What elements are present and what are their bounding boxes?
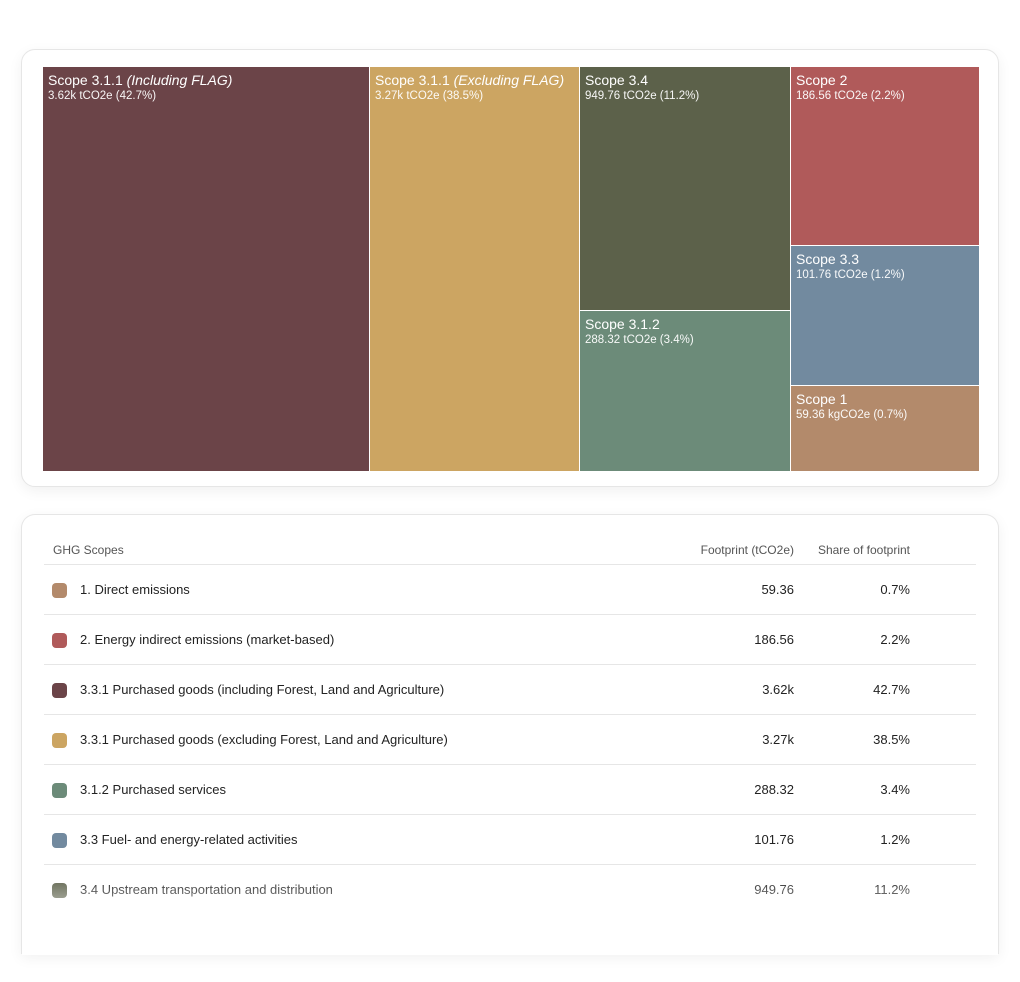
row-footprint: 3.27k — [762, 732, 794, 747]
color-swatch — [52, 583, 67, 598]
tile-value: 101.76 tCO2e (1.2%) — [796, 269, 905, 281]
tile-label: Scope 3.1.1 — [48, 72, 123, 88]
row-share: 0.7% — [880, 582, 910, 597]
treemap-chart: Scope 3.1.1 (Including FLAG) 3.62k tCO2e… — [42, 66, 980, 472]
tile-title: Scope 3.1.2 — [585, 316, 785, 333]
tile-label: Scope 3.4 — [585, 72, 649, 88]
row-name: 3.4 Upstream transportation and distribu… — [80, 882, 333, 897]
table-row[interactable]: 2. Energy indirect emissions (market-bas… — [44, 615, 976, 665]
tile-qualifier: (Including FLAG) — [126, 72, 233, 88]
tile-title: Scope 1 — [796, 391, 974, 408]
tile-scope-3-1-1-including-flag[interactable]: Scope 3.1.1 (Including FLAG) 3.62k tCO2e… — [42, 66, 370, 472]
row-name: 3.1.2 Purchased services — [80, 782, 226, 797]
row-footprint: 186.56 — [754, 632, 794, 647]
header-footprint[interactable]: Footprint (tCO2e) — [700, 543, 794, 557]
table-row[interactable]: 3.3.1 Purchased goods (excluding Forest,… — [44, 715, 976, 765]
tile-label: Scope 3.3 — [796, 251, 860, 267]
tile-value: 949.76 tCO2e (11.2%) — [585, 90, 700, 102]
tile-value: 186.56 tCO2e (2.2%) — [796, 90, 905, 102]
tile-title: Scope 3.4 — [585, 72, 785, 89]
row-share: 38.5% — [873, 732, 910, 747]
row-footprint: 101.76 — [754, 832, 794, 847]
table-row[interactable]: 1. Direct emissions 59.36 0.7% — [44, 565, 976, 615]
row-share: 2.2% — [880, 632, 910, 647]
row-share: 3.4% — [880, 782, 910, 797]
tile-scope-3-1-2[interactable]: Scope 3.1.2 288.32 tCO2e (3.4%) — [579, 310, 791, 472]
color-swatch — [52, 633, 67, 648]
tile-title: Scope 2 — [796, 72, 974, 89]
table-header: GHG Scopes Footprint (tCO2e) Share of fo… — [44, 535, 976, 565]
tile-label: Scope 2 — [796, 72, 848, 88]
tile-title: Scope 3.1.1 (Excluding FLAG) — [375, 72, 574, 89]
tile-label: Scope 3.1.1 — [375, 72, 450, 88]
scopes-table-card: GHG Scopes Footprint (tCO2e) Share of fo… — [21, 514, 999, 955]
tile-scope-3-4[interactable]: Scope 3.4 949.76 tCO2e (11.2%) — [579, 66, 791, 311]
color-swatch — [52, 683, 67, 698]
row-footprint: 3.62k — [762, 682, 794, 697]
row-share: 42.7% — [873, 682, 910, 697]
tile-title: Scope 3.1.1 (Including FLAG) — [48, 72, 364, 89]
table-row[interactable]: 3.4 Upstream transportation and distribu… — [44, 865, 976, 915]
tile-value: 288.32 tCO2e (3.4%) — [585, 334, 694, 346]
header-ghg-scopes[interactable]: GHG Scopes — [53, 543, 124, 557]
tile-value: 59.36 kgCO2e (0.7%) — [796, 409, 908, 421]
tile-value: 3.27k tCO2e (38.5%) — [375, 90, 484, 102]
tile-scope-1[interactable]: Scope 1 59.36 kgCO2e (0.7%) — [790, 385, 980, 472]
row-name: 1. Direct emissions — [80, 582, 190, 597]
color-swatch — [52, 833, 67, 848]
header-share[interactable]: Share of footprint — [817, 543, 910, 557]
row-share: 1.2% — [880, 832, 910, 847]
color-swatch — [52, 733, 67, 748]
row-share: 11.2% — [874, 882, 910, 897]
row-footprint: 949.76 — [754, 882, 794, 897]
table-row[interactable]: 3.3.1 Purchased goods (including Forest,… — [44, 665, 976, 715]
tile-scope-3-3[interactable]: Scope 3.3 101.76 tCO2e (1.2%) — [790, 245, 980, 386]
tile-qualifier: (Excluding FLAG) — [453, 72, 565, 88]
row-name: 3.3.1 Purchased goods (excluding Forest,… — [80, 732, 448, 747]
tile-label: Scope 1 — [796, 391, 848, 407]
table-row[interactable]: 3.1.2 Purchased services 288.32 3.4% — [44, 765, 976, 815]
row-name: 3.3.1 Purchased goods (including Forest,… — [80, 682, 445, 697]
tile-scope-3-1-1-excluding-flag[interactable]: Scope 3.1.1 (Excluding FLAG) 3.27k tCO2e… — [369, 66, 580, 472]
row-name: 2. Energy indirect emissions (market-bas… — [80, 632, 335, 647]
row-footprint: 59.36 — [761, 582, 794, 597]
color-swatch — [52, 783, 67, 798]
row-footprint: 288.32 — [754, 782, 794, 797]
row-name: 3.3 Fuel- and energy-related activities — [80, 832, 298, 847]
tile-title: Scope 3.3 — [796, 251, 974, 268]
tile-value: 3.62k tCO2e (42.7%) — [48, 90, 157, 102]
treemap-card: Scope 3.1.1 (Including FLAG) 3.62k tCO2e… — [21, 49, 999, 487]
tile-scope-2[interactable]: Scope 2 186.56 tCO2e (2.2%) — [790, 66, 980, 246]
tile-label: Scope 3.1.2 — [585, 316, 660, 332]
table-row[interactable]: 3.3 Fuel- and energy-related activities … — [44, 815, 976, 865]
color-swatch — [52, 883, 67, 898]
